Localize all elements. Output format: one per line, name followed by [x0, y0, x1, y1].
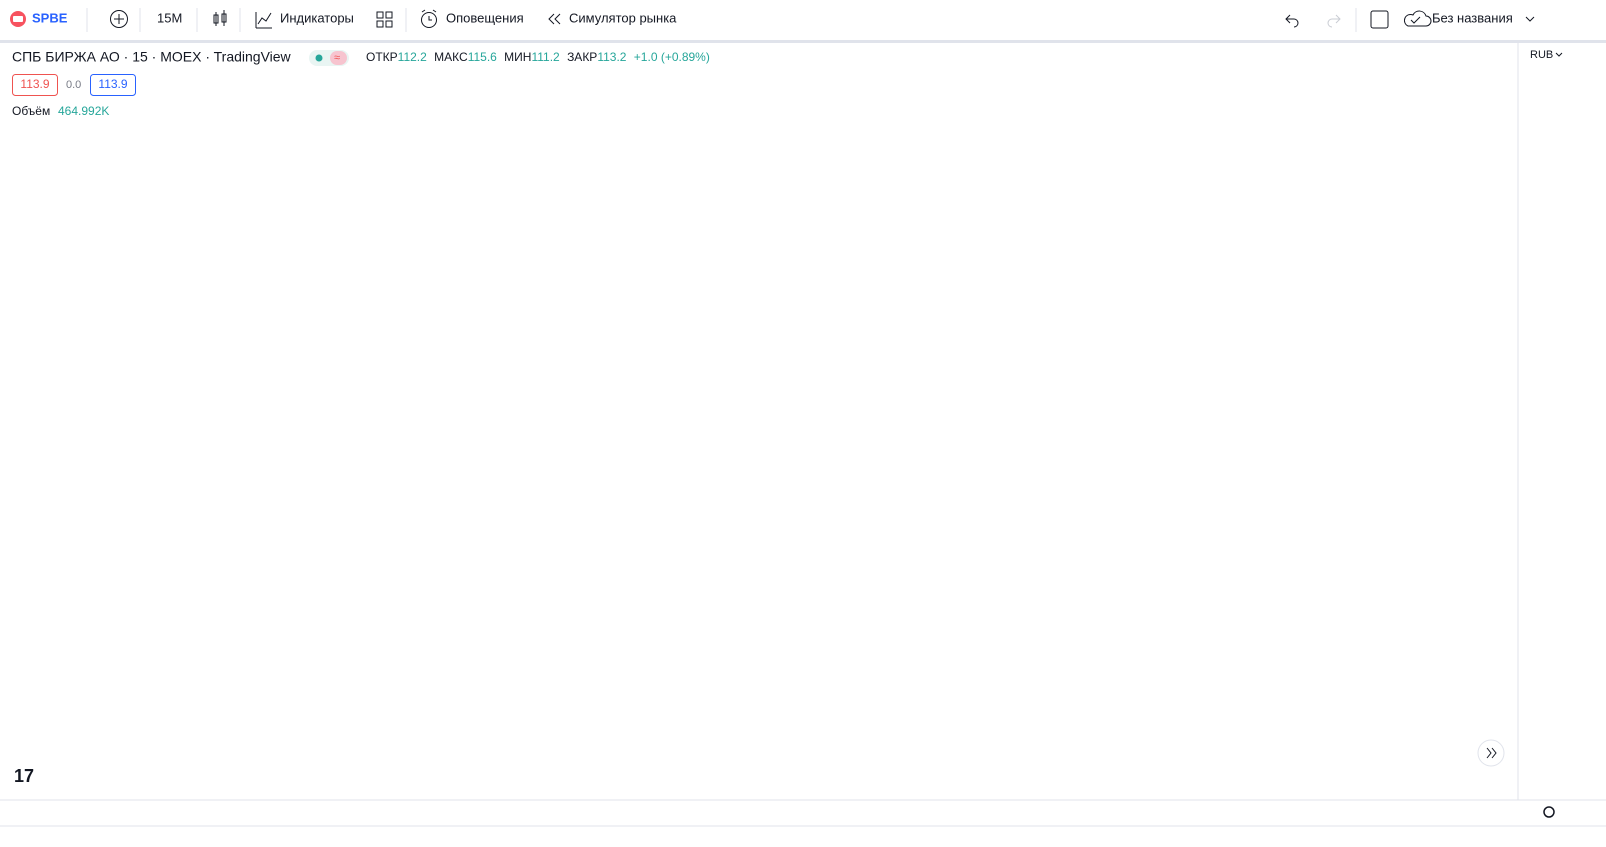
buy-box[interactable]: [90, 74, 136, 96]
plus-icon: [114, 14, 124, 24]
open-value: 112.2: [398, 50, 427, 64]
close-label: ЗАКР: [567, 50, 597, 64]
delay-icon: ≈: [334, 52, 340, 64]
toolbar: SPBE 15M Индикаторы Оповещения Симулятор…: [0, 8, 1606, 43]
alerts-button[interactable]: Оповещения: [446, 10, 524, 25]
fullscreen-button[interactable]: [1370, 10, 1389, 29]
indicators-icon: [255, 12, 272, 29]
indicators-button[interactable]: Индикаторы: [280, 10, 354, 25]
delay-badge: [330, 51, 347, 65]
check-icon: [1410, 16, 1421, 24]
layout-menu[interactable]: [1525, 16, 1535, 22]
undo-button[interactable]: [1285, 14, 1299, 28]
replay-icon: [548, 13, 561, 25]
replay-button[interactable]: Симулятор рынка: [569, 10, 677, 25]
cloud-icon: [1403, 10, 1432, 27]
alert-icon: [421, 12, 437, 28]
price-axis: [1518, 43, 1606, 847]
volume-legend-value: 464.992K: [58, 104, 109, 118]
change: +1.0 (+0.89%): [634, 50, 710, 64]
high-value: 115.6: [468, 50, 497, 64]
ask[interactable]: 113.9: [98, 77, 127, 91]
currency[interactable]: RUB: [1530, 49, 1553, 61]
settings-button[interactable]: [1543, 806, 1555, 818]
time-axis: [0, 800, 1518, 847]
low-value: 111.2: [531, 50, 560, 64]
layouts-button[interactable]: [376, 11, 393, 28]
legend: СПБ БИРЖА АО · 15 · MOEX · TradingView ≈…: [12, 49, 710, 118]
chart-type-button[interactable]: [213, 10, 227, 26]
sell-box[interactable]: [12, 74, 58, 96]
alert-icon-hands: [421, 9, 437, 21]
symbol[interactable]: SPBE: [32, 10, 68, 25]
status-dot: [315, 54, 323, 62]
open-label: ОТКР: [366, 50, 398, 64]
low-label: МИН: [504, 50, 531, 64]
redo-button[interactable]: [1327, 14, 1341, 28]
ohlc-line: ОТКР112.2 МАКС115.6 МИН111.2 ЗАКР113.2 +…: [366, 50, 710, 64]
logo-glyph: [13, 16, 23, 22]
bid[interactable]: 113.9: [20, 77, 49, 91]
volume-legend-label: Объём: [12, 104, 50, 118]
interval-button[interactable]: 15M: [157, 10, 182, 25]
toolbar-border: [0, 40, 1606, 43]
tv-logo: 17: [14, 766, 34, 786]
spread: 0.0: [66, 79, 81, 91]
legend-title: СПБ БИРЖА АО · 15 · MOEX · TradingView: [12, 49, 292, 65]
close-value: 113.2: [597, 50, 626, 64]
compare-button[interactable]: [110, 10, 128, 28]
high-label: МАКС: [434, 50, 468, 64]
scroll-icon: [1486, 747, 1497, 759]
currency-menu[interactable]: [1555, 52, 1563, 57]
layout-name[interactable]: Без названия: [1432, 10, 1513, 25]
